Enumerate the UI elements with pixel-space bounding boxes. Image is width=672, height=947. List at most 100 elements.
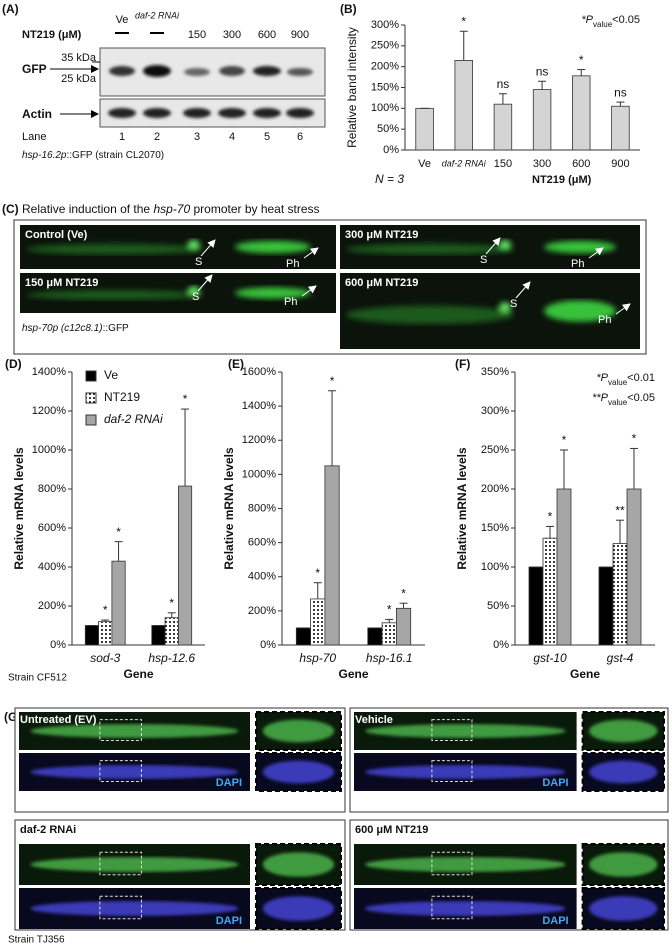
bands bbox=[108, 65, 314, 118]
panel-title: (C) Relative induction of the hsp-70 pro… bbox=[2, 202, 320, 216]
lane-title: Lane bbox=[22, 131, 46, 143]
y-tick-label: 1400% bbox=[32, 366, 66, 378]
inset-signal bbox=[262, 760, 335, 784]
bar bbox=[151, 625, 166, 646]
error-bar bbox=[498, 93, 507, 105]
glow bbox=[544, 300, 616, 322]
arrow bbox=[303, 247, 319, 259]
image-label: Control (Ve) bbox=[25, 229, 88, 241]
inset-signal bbox=[262, 896, 335, 921]
significance: ns bbox=[497, 77, 510, 91]
stain-label: DAPI bbox=[216, 777, 242, 789]
x-axis-label: Gene bbox=[570, 667, 600, 681]
note-part: *P bbox=[581, 14, 593, 26]
roi bbox=[99, 719, 142, 741]
error-bar bbox=[459, 30, 468, 61]
bar bbox=[598, 566, 614, 646]
roi bbox=[431, 760, 473, 782]
image-label: 600 μM NT219 bbox=[355, 824, 428, 836]
bar bbox=[295, 627, 311, 646]
glow bbox=[26, 243, 204, 255]
significance-note: **Pvalue<0.05 bbox=[592, 392, 655, 407]
inset-signal bbox=[262, 852, 335, 877]
significance: * bbox=[103, 603, 108, 617]
legend-swatch bbox=[85, 392, 97, 404]
bar bbox=[532, 89, 552, 151]
glow bbox=[544, 240, 616, 254]
y-tick-label: 300% bbox=[371, 19, 399, 31]
error-bar bbox=[546, 525, 554, 539]
panel-label: (F) bbox=[455, 357, 470, 371]
error-bar bbox=[328, 390, 337, 466]
error-bar bbox=[560, 449, 568, 489]
panel-label: (B) bbox=[340, 2, 357, 16]
error-bar bbox=[399, 602, 408, 609]
note-part: *P bbox=[596, 372, 608, 384]
legend-label: NT219 bbox=[104, 390, 140, 404]
panel-label: (A) bbox=[2, 2, 19, 16]
y-tick-label: 600% bbox=[38, 522, 66, 534]
x-tick-label: hsp-16.1 bbox=[366, 651, 413, 665]
significance: * bbox=[183, 392, 188, 406]
marker-label: S bbox=[192, 291, 199, 303]
significance: ns bbox=[536, 64, 549, 78]
y-tick-label: 800% bbox=[38, 483, 66, 495]
bar bbox=[395, 607, 412, 646]
significance: ** bbox=[615, 503, 625, 517]
treatment-label: NT219 (μM) bbox=[22, 29, 82, 41]
gfp-label: GFP bbox=[22, 62, 47, 76]
y-tick-label: 150% bbox=[481, 522, 509, 534]
note-part: <0.01 bbox=[627, 372, 655, 384]
marker-label: S bbox=[195, 256, 202, 268]
x-axis-label: Gene bbox=[338, 667, 368, 681]
error-bar bbox=[630, 447, 638, 489]
y-axis-label: Relative mRNA levels bbox=[455, 447, 469, 570]
arrow bbox=[197, 274, 213, 292]
bar bbox=[324, 465, 340, 646]
y-tick-label: 50% bbox=[377, 123, 399, 135]
worm bbox=[365, 857, 566, 872]
y-tick-label: 350% bbox=[481, 366, 509, 378]
x-tick-label: hsp-70 bbox=[299, 651, 336, 665]
error-bar bbox=[181, 408, 190, 487]
y-tick-label: 400% bbox=[248, 571, 276, 583]
lane-header: 300 bbox=[223, 29, 241, 41]
worm bbox=[365, 765, 566, 779]
worm bbox=[30, 857, 239, 872]
marker-label: 35 kDa bbox=[61, 52, 97, 64]
roi bbox=[431, 851, 473, 876]
note-part: **P bbox=[592, 392, 609, 404]
lane-header: daf-2 RNAi bbox=[135, 10, 180, 20]
significance: * bbox=[562, 433, 567, 447]
roi bbox=[431, 895, 473, 920]
note-part: value bbox=[593, 20, 613, 29]
group-label: NT219 (μM) bbox=[532, 174, 592, 186]
y-tick-label: 0% bbox=[493, 639, 509, 651]
image-label: 150 μM NT219 bbox=[25, 277, 98, 289]
note-part: value bbox=[608, 378, 628, 387]
marker-label: Ph bbox=[286, 258, 299, 270]
bar bbox=[612, 543, 628, 646]
legend-label: daf-2 RNAi bbox=[104, 412, 163, 426]
y-tick-label: 0% bbox=[383, 144, 399, 156]
error-bar bbox=[101, 619, 110, 622]
lane-number: 3 bbox=[194, 131, 200, 143]
bar bbox=[542, 537, 558, 646]
roi bbox=[431, 719, 473, 741]
bar bbox=[415, 107, 434, 151]
image-label: daf-2 RNAi bbox=[20, 824, 76, 836]
image-label: 600 μM NT219 bbox=[345, 277, 418, 289]
inset-signal bbox=[262, 719, 335, 743]
significance: * bbox=[632, 432, 637, 446]
panel-c: (C) Relative induction of the hsp-70 pro… bbox=[2, 202, 647, 355]
note-part: <0.05 bbox=[612, 14, 640, 26]
arrow bbox=[515, 281, 531, 299]
y-axis-label: Relative mRNA levels bbox=[222, 447, 236, 570]
error-bar bbox=[616, 519, 624, 544]
image-label: Vehicle bbox=[355, 714, 393, 726]
glow bbox=[346, 305, 514, 324]
note-part: value bbox=[608, 398, 628, 407]
marker-label: Ph bbox=[571, 258, 584, 270]
error-bar bbox=[616, 101, 625, 107]
